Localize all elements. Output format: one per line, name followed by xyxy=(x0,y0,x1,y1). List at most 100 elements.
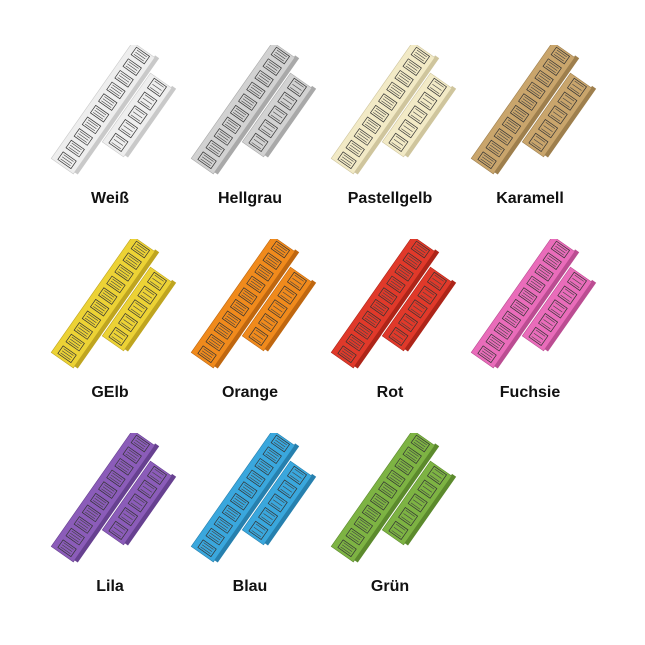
variant-label: Lila xyxy=(96,578,124,595)
ticket xyxy=(345,527,365,546)
ticket xyxy=(386,81,406,100)
ticket xyxy=(205,333,225,352)
ticket xyxy=(137,91,158,111)
variant-10[interactable]: Blau xyxy=(180,433,320,628)
long-ticket-strip xyxy=(50,45,160,175)
ticket xyxy=(248,520,269,541)
ticket xyxy=(118,507,139,527)
ticket xyxy=(270,240,291,259)
long-ticket-strip xyxy=(330,239,440,369)
variant-label: Hellgrau xyxy=(217,190,282,207)
variant-7[interactable]: Rot xyxy=(320,239,460,434)
ticket xyxy=(534,263,554,282)
ticket xyxy=(73,516,94,534)
ticket xyxy=(81,116,102,135)
ticket xyxy=(65,139,85,158)
ticket xyxy=(238,481,258,499)
ticket xyxy=(258,507,279,527)
variant-8[interactable]: Fuchsie xyxy=(460,239,600,434)
ticket-rolls-image xyxy=(190,45,317,175)
ticket xyxy=(146,77,167,97)
ticket xyxy=(197,345,217,364)
ticket xyxy=(98,93,118,111)
ticket xyxy=(254,457,274,476)
ticket xyxy=(477,151,497,170)
variant-9[interactable]: Lila xyxy=(40,433,180,628)
ticket xyxy=(369,492,390,511)
ticket xyxy=(258,119,279,139)
ticket xyxy=(501,310,522,329)
ticket-rolls-image xyxy=(190,239,317,369)
ticket xyxy=(410,434,431,453)
ticket xyxy=(286,465,307,485)
ticket xyxy=(65,333,85,352)
ticket xyxy=(534,69,554,88)
ticket xyxy=(493,322,514,340)
ticket xyxy=(248,326,269,347)
variant-1[interactable]: Weiß xyxy=(40,45,180,240)
variant-6[interactable]: Orange xyxy=(180,239,320,434)
variant-2[interactable]: Hellgrau xyxy=(180,45,320,240)
ticket xyxy=(547,105,568,125)
ticket xyxy=(137,479,158,499)
ticket xyxy=(106,275,126,294)
variant-label: Orange xyxy=(221,384,278,401)
ticket xyxy=(221,310,242,329)
ticket xyxy=(89,298,110,317)
variant-label: Weiß xyxy=(91,190,129,207)
ticket xyxy=(130,46,151,65)
ticket-rolls-image xyxy=(470,45,597,175)
ticket xyxy=(509,104,530,123)
ticket xyxy=(337,539,357,558)
short-ticket-strip xyxy=(521,72,597,158)
ticket xyxy=(526,81,546,100)
ticket xyxy=(528,132,549,153)
ticket xyxy=(81,504,102,523)
ticket xyxy=(417,91,438,111)
ticket xyxy=(277,285,298,305)
ticket xyxy=(73,128,94,146)
short-ticket-strip xyxy=(241,72,317,158)
ticket xyxy=(388,520,409,541)
ticket xyxy=(205,527,225,546)
ticket xyxy=(542,252,562,271)
ticket xyxy=(146,465,167,485)
ticket xyxy=(528,326,549,347)
ticket xyxy=(398,507,419,527)
ticket xyxy=(407,299,428,319)
variant-11[interactable]: Grün xyxy=(320,433,460,628)
ticket xyxy=(122,446,142,465)
ticket xyxy=(386,469,406,488)
long-ticket-strip xyxy=(470,45,580,175)
ticket-rolls-image xyxy=(330,45,457,175)
ticket xyxy=(137,285,158,305)
ticket xyxy=(557,285,578,305)
ticket xyxy=(114,69,134,88)
variant-4[interactable]: Karamell xyxy=(460,45,600,240)
ticket xyxy=(526,275,546,294)
ticket xyxy=(398,313,419,333)
ticket xyxy=(353,322,374,340)
ticket xyxy=(57,345,77,364)
ticket xyxy=(386,275,406,294)
ticket xyxy=(542,58,562,77)
variant-label: Blau xyxy=(232,578,268,595)
short-ticket-strip xyxy=(381,72,457,158)
ticket xyxy=(205,139,225,158)
variant-3[interactable]: Pastellgelb xyxy=(320,45,460,240)
ticket-rolls-image xyxy=(50,45,177,175)
ticket xyxy=(286,271,307,291)
ticket xyxy=(345,333,365,352)
ticket xyxy=(57,539,77,558)
ticket xyxy=(426,77,447,97)
ticket xyxy=(262,58,282,77)
ticket xyxy=(127,493,148,513)
ticket xyxy=(118,313,139,333)
ticket xyxy=(398,119,419,139)
variant-5[interactable]: GElb xyxy=(40,239,180,434)
variant-label: Fuchsie xyxy=(499,384,561,401)
ticket xyxy=(108,326,129,347)
variant-label: Pastellgelb xyxy=(347,190,433,207)
ticket xyxy=(106,81,126,100)
